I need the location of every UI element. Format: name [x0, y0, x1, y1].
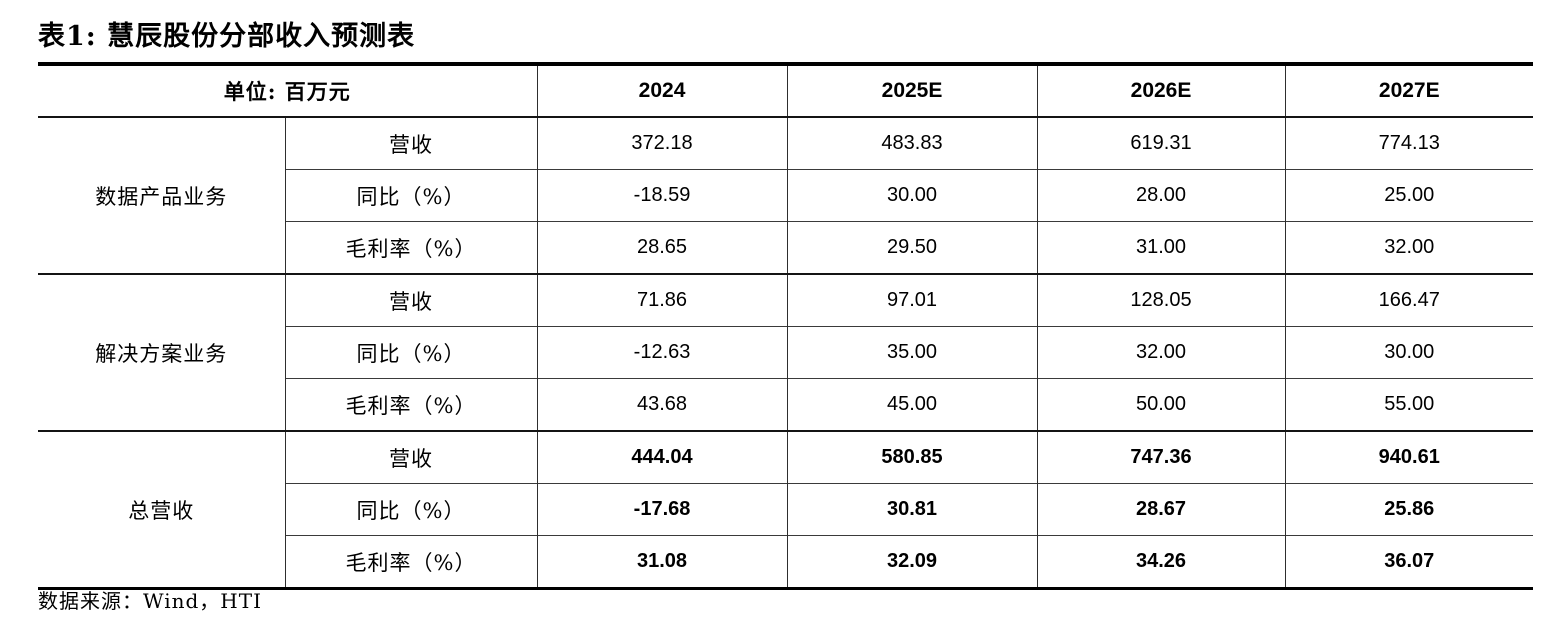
- table-row: 解决方案业务 营收 71.86 97.01 128.05 166.47: [38, 273, 1534, 431]
- table-row: 同比（%） -12.63 35.00 32.00 30.00: [38, 326, 1534, 379]
- value-cell: 71.86: [537, 273, 788, 327]
- metric-label: 营收: [285, 116, 538, 170]
- col-header-2024: 2024: [537, 64, 788, 118]
- value-cell: 45.00: [787, 378, 1038, 431]
- value-cell: 32.00: [1037, 326, 1286, 379]
- value-cell: 31.00: [1037, 221, 1286, 274]
- metric-label: 同比（%）: [285, 169, 538, 222]
- value-cell: 940.61: [1285, 430, 1534, 484]
- value-cell: 30.00: [1285, 326, 1534, 379]
- table-row: 数据产品业务 营收 372.18 483.83 619.31 774.13: [38, 116, 1534, 274]
- value-cell: 30.81: [787, 483, 1038, 536]
- value-cell: 128.05: [1037, 273, 1286, 327]
- value-cell: 483.83: [787, 116, 1038, 170]
- table-header-row: 单位: 百万元 2024 2025E 2026E 2027E: [38, 64, 1534, 118]
- col-header-2025e: 2025E: [787, 64, 1038, 118]
- metric-label: 同比（%）: [285, 483, 538, 536]
- metric-label: 营收: [285, 430, 538, 484]
- metric-label: 毛利率（%）: [285, 221, 538, 274]
- table-row: 总营收 营收 444.04 580.85 747.36 940.61: [38, 430, 1534, 589]
- value-cell: 372.18: [537, 116, 788, 170]
- value-cell: 444.04: [537, 430, 788, 484]
- col-header-2026e: 2026E: [1037, 64, 1286, 118]
- value-cell: 30.00: [787, 169, 1038, 222]
- metric-label: 毛利率（%）: [285, 535, 538, 589]
- metric-label: 营收: [285, 273, 538, 327]
- value-cell: -17.68: [537, 483, 788, 536]
- table-row: 毛利率（%） 43.68 45.00 50.00 55.00: [38, 378, 1534, 431]
- value-cell: 25.00: [1285, 169, 1534, 222]
- table-row: 毛利率（%） 28.65 29.50 31.00 32.00: [38, 221, 1534, 274]
- metric-label: 毛利率（%）: [285, 378, 538, 431]
- value-cell: 50.00: [1037, 378, 1286, 431]
- col-header-2027e: 2027E: [1285, 64, 1534, 118]
- table-title: 表1: 慧辰股份分部收入预测表: [38, 21, 416, 52]
- group-name-total-revenue: 总营收: [38, 430, 286, 589]
- value-cell: 43.68: [537, 378, 788, 431]
- value-cell: 36.07: [1285, 535, 1534, 589]
- data-source-note: 数据来源：Wind，HTI: [38, 589, 262, 613]
- metric-label: 同比（%）: [285, 326, 538, 379]
- value-cell: -18.59: [537, 169, 788, 222]
- value-cell: -12.63: [537, 326, 788, 379]
- value-cell: 35.00: [787, 326, 1038, 379]
- value-cell: 774.13: [1285, 116, 1534, 170]
- value-cell: 28.00: [1037, 169, 1286, 222]
- value-cell: 97.01: [787, 273, 1038, 327]
- value-cell: 31.08: [537, 535, 788, 589]
- value-cell: 29.50: [787, 221, 1038, 274]
- table-row: 毛利率（%） 31.08 32.09 34.26 36.07: [38, 535, 1534, 589]
- value-cell: 619.31: [1037, 116, 1286, 170]
- segment-revenue-forecast-table: 单位: 百万元 2024 2025E 2026E 2027E 数据产品业务 营收…: [38, 62, 1534, 590]
- value-cell: 55.00: [1285, 378, 1534, 431]
- value-cell: 34.26: [1037, 535, 1286, 589]
- value-cell: 747.36: [1037, 430, 1286, 484]
- table-row: 同比（%） -17.68 30.81 28.67 25.86: [38, 483, 1534, 536]
- value-cell: 166.47: [1285, 273, 1534, 327]
- value-cell: 28.67: [1037, 483, 1286, 536]
- value-cell: 32.09: [787, 535, 1038, 589]
- group-name-solutions: 解决方案业务: [38, 273, 286, 431]
- value-cell: 32.00: [1285, 221, 1534, 274]
- value-cell: 28.65: [537, 221, 788, 274]
- group-name-data-products: 数据产品业务: [38, 116, 286, 274]
- unit-label: 单位: 百万元: [38, 64, 538, 118]
- table-row: 同比（%） -18.59 30.00 28.00 25.00: [38, 169, 1534, 222]
- value-cell: 580.85: [787, 430, 1038, 484]
- value-cell: 25.86: [1285, 483, 1534, 536]
